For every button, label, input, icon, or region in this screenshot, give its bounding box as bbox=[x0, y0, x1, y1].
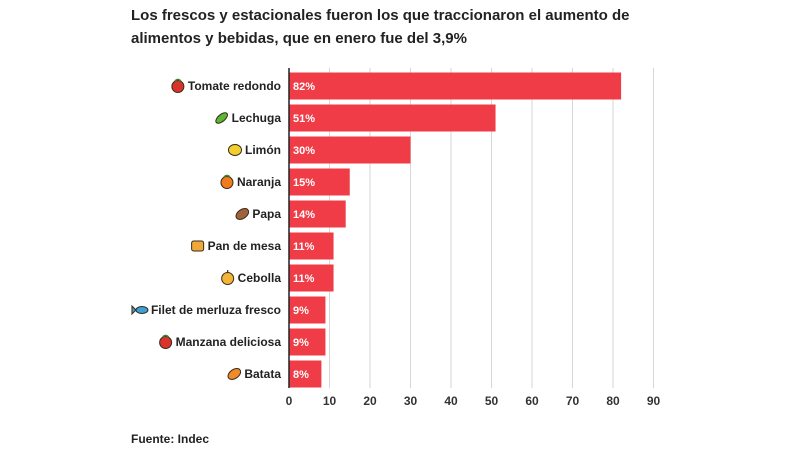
potato-icon bbox=[235, 208, 250, 220]
x-tick-label: 40 bbox=[444, 394, 458, 408]
category-label: Filet de merluza fresco bbox=[151, 303, 281, 317]
bar bbox=[289, 328, 326, 356]
lettuce-icon bbox=[215, 112, 228, 124]
tomato-icon bbox=[171, 78, 185, 93]
category-label: Papa bbox=[252, 207, 281, 221]
category-label: Limón bbox=[245, 143, 281, 157]
data-label: 15% bbox=[293, 177, 315, 189]
x-tick-label: 90 bbox=[647, 394, 661, 408]
x-tick-label: 10 bbox=[323, 394, 337, 408]
apple-icon bbox=[159, 334, 173, 349]
data-label: 11% bbox=[293, 241, 315, 253]
bar bbox=[289, 200, 346, 228]
category-label: Naranja bbox=[237, 175, 281, 189]
data-label: 9% bbox=[293, 337, 309, 349]
data-label: 11% bbox=[293, 273, 315, 285]
bar bbox=[289, 104, 496, 132]
data-label: 82% bbox=[293, 81, 315, 93]
bread-icon bbox=[191, 240, 205, 252]
x-tick-label: 80 bbox=[606, 394, 620, 408]
x-tick-label: 60 bbox=[525, 394, 539, 408]
fish-icon bbox=[131, 304, 149, 316]
category-label: Pan de mesa bbox=[208, 239, 282, 253]
data-label: 14% bbox=[293, 209, 315, 221]
category-label: Lechuga bbox=[232, 111, 282, 125]
data-label: 51% bbox=[293, 113, 315, 125]
lemon-icon bbox=[228, 144, 242, 156]
category-label: Tomate redondo bbox=[188, 79, 281, 93]
category-label: Manzana deliciosa bbox=[176, 335, 282, 349]
data-label: 8% bbox=[293, 369, 309, 381]
onion-icon bbox=[221, 270, 235, 285]
source-note: Fuente: Indec bbox=[131, 432, 210, 446]
category-labels: Tomate redondo Lechuga Limón Naranja Papa Pan… bbox=[131, 78, 282, 381]
bar bbox=[289, 360, 322, 388]
chart-title: Los frescos y estacionales fueron los qu… bbox=[131, 7, 630, 47]
bar bbox=[289, 72, 622, 100]
x-tick-label: 70 bbox=[566, 394, 580, 408]
data-label: 30% bbox=[293, 145, 315, 157]
bar bbox=[289, 232, 334, 260]
category-label: Batata bbox=[244, 367, 281, 381]
x-axis-ticks: 0 10 20 30 40 50 60 70 80 90 bbox=[286, 394, 661, 408]
category-label: Cebolla bbox=[238, 271, 282, 285]
bar bbox=[289, 168, 350, 196]
x-tick-label: 50 bbox=[485, 394, 499, 408]
x-tick-label: 30 bbox=[404, 394, 418, 408]
bars: 82% 51% 30% 15% 14% 11% 11% 9% 9% 8% bbox=[289, 72, 622, 388]
bar bbox=[289, 264, 334, 292]
data-label: 9% bbox=[293, 305, 309, 317]
x-tick-label: 0 bbox=[286, 394, 293, 408]
bar bbox=[289, 136, 411, 164]
orange-icon bbox=[220, 174, 234, 189]
sweet-potato-icon bbox=[227, 368, 242, 380]
bar bbox=[289, 296, 326, 324]
x-tick-label: 20 bbox=[363, 394, 377, 408]
